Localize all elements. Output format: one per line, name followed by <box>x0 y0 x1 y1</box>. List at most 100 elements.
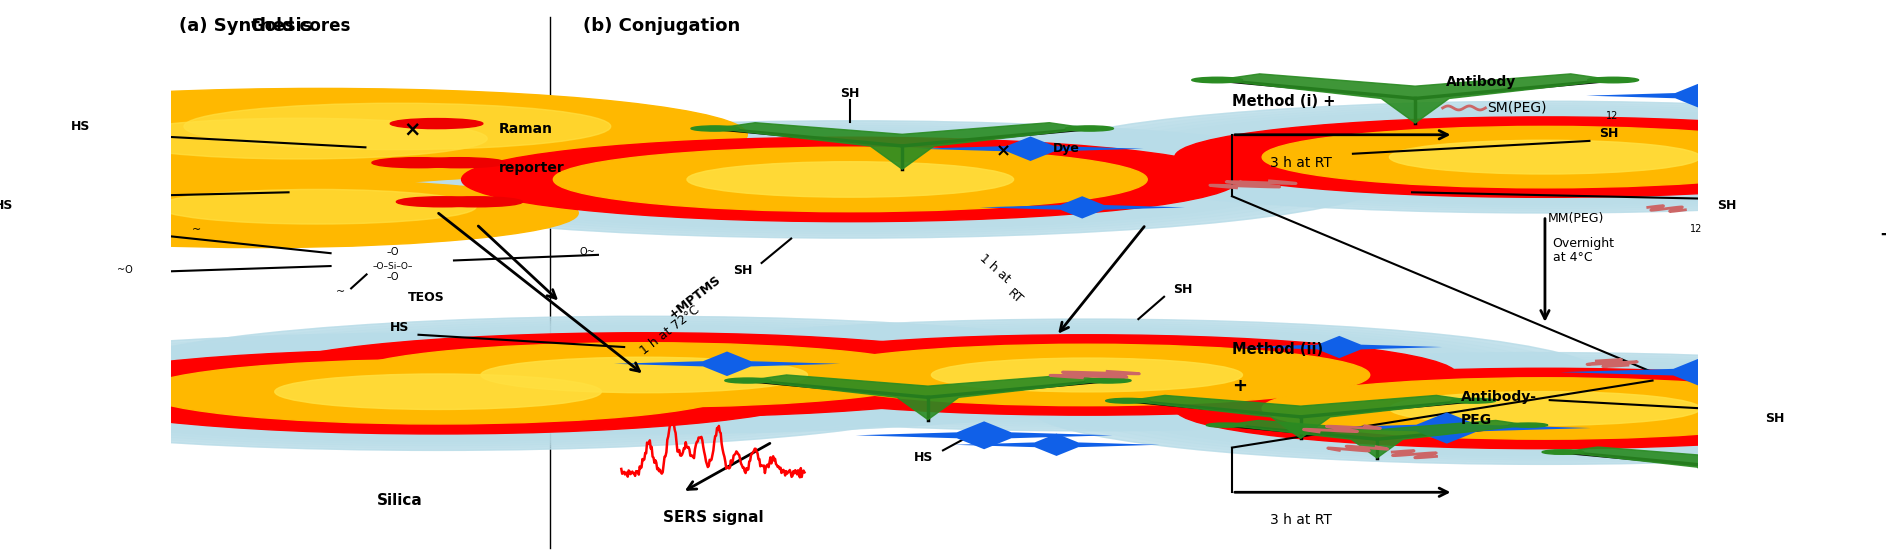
Text: ~O: ~O <box>117 265 132 275</box>
Text: (a) Synthesis: (a) Synthesis <box>179 17 311 35</box>
Ellipse shape <box>0 342 898 442</box>
Polygon shape <box>1226 421 1528 458</box>
Text: SH: SH <box>1718 199 1737 212</box>
Text: Gold cores: Gold cores <box>251 17 351 35</box>
Ellipse shape <box>1088 108 1886 207</box>
Text: Raman: Raman <box>500 122 553 136</box>
Ellipse shape <box>573 319 1601 431</box>
Polygon shape <box>1563 447 1886 487</box>
Ellipse shape <box>0 105 607 186</box>
Ellipse shape <box>0 338 937 446</box>
Ellipse shape <box>1069 357 1886 460</box>
Ellipse shape <box>275 374 602 409</box>
Ellipse shape <box>1032 101 1886 213</box>
Text: 3 h at RT: 3 h at RT <box>1269 156 1332 170</box>
Ellipse shape <box>185 103 611 150</box>
Ellipse shape <box>553 147 1147 212</box>
Ellipse shape <box>311 121 1390 238</box>
Text: HS: HS <box>70 120 91 133</box>
Polygon shape <box>1216 74 1613 123</box>
Ellipse shape <box>1262 378 1828 439</box>
Text: 3 h at RT: 3 h at RT <box>1269 513 1332 527</box>
Text: –O: –O <box>387 272 398 282</box>
Ellipse shape <box>803 344 1369 405</box>
Text: ~: ~ <box>192 225 202 235</box>
Text: +MPTMS: +MPTMS <box>666 273 722 321</box>
Ellipse shape <box>1192 77 1243 83</box>
Text: HS: HS <box>390 321 409 334</box>
Text: SH: SH <box>1599 127 1618 141</box>
Ellipse shape <box>255 333 1034 417</box>
Text: 12: 12 <box>1690 223 1703 234</box>
Text: HS: HS <box>0 199 13 212</box>
Polygon shape <box>1237 336 1443 358</box>
Ellipse shape <box>1450 398 1496 403</box>
Polygon shape <box>1128 395 1473 438</box>
Text: SH: SH <box>1765 412 1784 425</box>
Ellipse shape <box>141 360 736 424</box>
Ellipse shape <box>1588 77 1639 83</box>
Text: TEOS: TEOS <box>407 291 445 305</box>
Ellipse shape <box>351 125 1350 234</box>
Polygon shape <box>917 137 1143 161</box>
Ellipse shape <box>724 378 771 383</box>
Text: SH: SH <box>732 264 753 277</box>
Text: +: + <box>1232 377 1247 395</box>
Ellipse shape <box>0 333 979 450</box>
Text: SH: SH <box>841 87 860 100</box>
Ellipse shape <box>104 316 1184 433</box>
Ellipse shape <box>932 358 1243 392</box>
Ellipse shape <box>1032 101 1886 213</box>
Ellipse shape <box>1051 104 1886 211</box>
Ellipse shape <box>390 119 483 129</box>
Ellipse shape <box>0 88 747 181</box>
Ellipse shape <box>104 316 1184 433</box>
Ellipse shape <box>166 323 1124 427</box>
Ellipse shape <box>372 127 1330 231</box>
Text: MM(PEG): MM(PEG) <box>1548 212 1605 225</box>
Ellipse shape <box>396 197 488 207</box>
Ellipse shape <box>1865 450 1886 454</box>
Polygon shape <box>856 421 1113 449</box>
Ellipse shape <box>690 126 739 131</box>
Text: reporter: reporter <box>500 161 566 175</box>
Text: ~: ~ <box>336 287 345 297</box>
Ellipse shape <box>1175 117 1886 197</box>
Ellipse shape <box>592 321 1582 429</box>
Ellipse shape <box>0 335 958 448</box>
Ellipse shape <box>1051 354 1886 462</box>
Text: SERS signal: SERS signal <box>662 510 764 525</box>
Text: 1 h at 72°C: 1 h at 72°C <box>637 303 702 357</box>
Text: HS: HS <box>915 451 934 464</box>
Polygon shape <box>1560 357 1848 388</box>
Ellipse shape <box>1088 359 1886 458</box>
Ellipse shape <box>717 335 1458 415</box>
Polygon shape <box>749 375 1107 419</box>
Ellipse shape <box>1032 353 1886 464</box>
Text: Overnight: Overnight <box>1552 237 1614 250</box>
Text: Method (ii): Method (ii) <box>1232 342 1324 357</box>
Polygon shape <box>615 352 839 376</box>
Ellipse shape <box>687 162 1013 197</box>
Ellipse shape <box>0 340 917 444</box>
Ellipse shape <box>413 158 505 167</box>
Text: ×: × <box>404 119 421 139</box>
Ellipse shape <box>124 319 1164 431</box>
Text: SH: SH <box>1173 283 1194 296</box>
Ellipse shape <box>330 123 1369 236</box>
Ellipse shape <box>145 321 1143 429</box>
Text: at 4°C: at 4°C <box>1552 251 1592 264</box>
Ellipse shape <box>1107 361 1886 456</box>
Ellipse shape <box>311 121 1390 238</box>
Ellipse shape <box>1390 391 1701 426</box>
Ellipse shape <box>0 178 579 248</box>
Ellipse shape <box>157 189 477 224</box>
Polygon shape <box>1586 83 1812 108</box>
Ellipse shape <box>573 319 1601 431</box>
Ellipse shape <box>1084 378 1132 383</box>
Polygon shape <box>954 433 1160 456</box>
Ellipse shape <box>347 343 941 407</box>
Ellipse shape <box>630 325 1543 424</box>
Text: ×: × <box>996 142 1011 161</box>
Text: O~: O~ <box>579 247 596 257</box>
